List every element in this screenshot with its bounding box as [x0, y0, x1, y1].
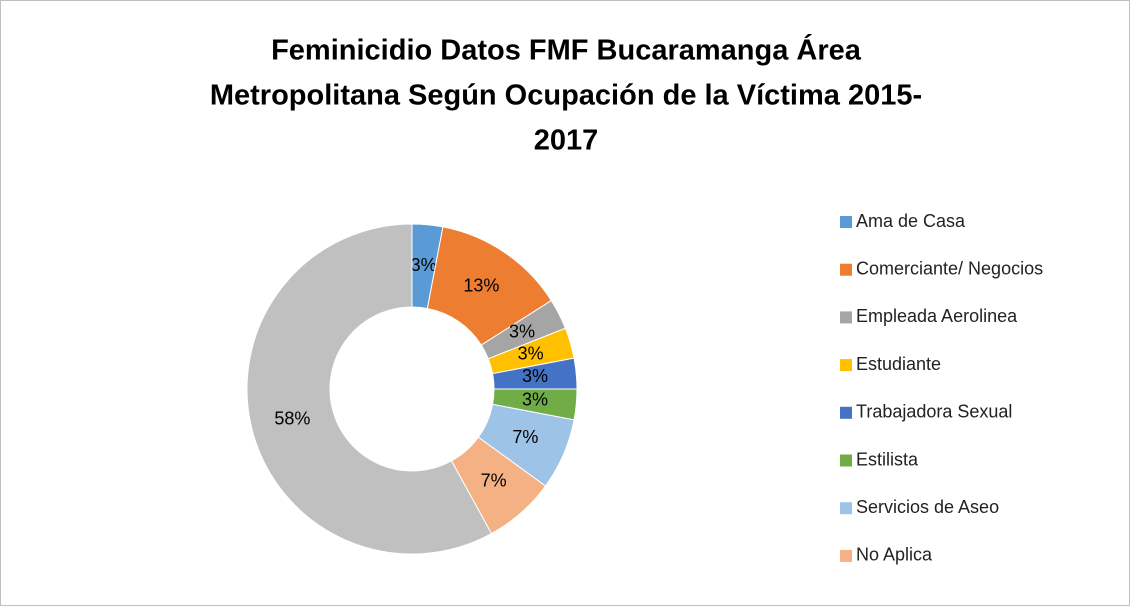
- data-label: 3%: [518, 343, 544, 363]
- legend-swatch: [840, 502, 852, 515]
- legend-swatch: [840, 549, 852, 562]
- legend-label: Trabajadora Sexual: [856, 402, 1012, 422]
- legend-swatch: [840, 359, 852, 372]
- data-label: 13%: [463, 276, 499, 296]
- data-label: 3%: [411, 255, 437, 275]
- legend-label: Empleada Aerolinea: [856, 306, 1018, 326]
- chart-title: Metropolitana Según Ocupación de la Víct…: [210, 80, 922, 112]
- donut-slice: [246, 223, 493, 555]
- data-label: 7%: [481, 470, 507, 490]
- data-label: 58%: [274, 408, 310, 428]
- data-label: 3%: [522, 389, 548, 409]
- data-label: 7%: [512, 427, 538, 447]
- legend-swatch: [840, 454, 852, 467]
- legend-swatch: [840, 263, 852, 276]
- legend-label: Ama de Casa: [856, 211, 966, 231]
- legend-label: No Aplica: [856, 545, 933, 565]
- data-label: 3%: [509, 322, 535, 342]
- legend-label: Comerciante/ Negocios: [856, 258, 1043, 278]
- chart-title: Feminicidio Datos FMF Bucaramanga Área: [271, 33, 862, 67]
- legend-label: Estilista: [856, 449, 919, 469]
- legend-label: Servicios de Aseo: [856, 497, 999, 517]
- legend-swatch: [840, 311, 852, 324]
- chart-title: 2017: [534, 125, 599, 157]
- legend-label: Estudiante: [856, 354, 941, 374]
- data-label: 3%: [522, 366, 548, 386]
- legend-swatch: [840, 406, 852, 419]
- legend-swatch: [840, 216, 852, 228]
